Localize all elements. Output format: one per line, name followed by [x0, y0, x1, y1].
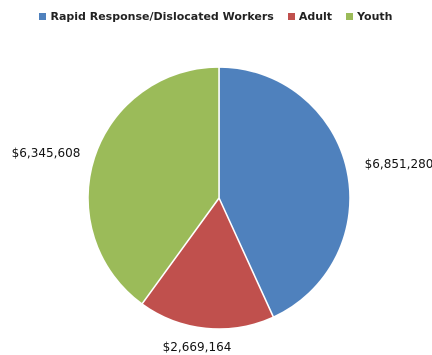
legend-label-adult: Adult [298, 10, 333, 23]
data-label-youth: $6,345,608 [12, 146, 81, 160]
legend-item-youth: Youth [346, 10, 393, 23]
pie-slice-rapid-response [218, 66, 351, 319]
pie-slice-youth [87, 66, 220, 306]
legend-item-rapid-response: Rapid Response/Dislocated Workers [39, 10, 274, 23]
legend-swatch-youth [346, 13, 354, 20]
legend: Rapid Response/Dislocated Workers Adult … [0, 10, 432, 23]
legend-label-youth: Youth [357, 10, 393, 23]
legend-label-rapid-response: Rapid Response/Dislocated Workers [50, 10, 274, 23]
data-label-adult: $2,669,164 [163, 340, 232, 354]
legend-swatch-rapid-response [39, 13, 47, 20]
legend-swatch-adult [287, 13, 295, 20]
data-label-rapid-response: $6,851,280 [365, 157, 432, 171]
pie-slice-adult [140, 196, 275, 330]
legend-item-adult: Adult [287, 10, 333, 23]
